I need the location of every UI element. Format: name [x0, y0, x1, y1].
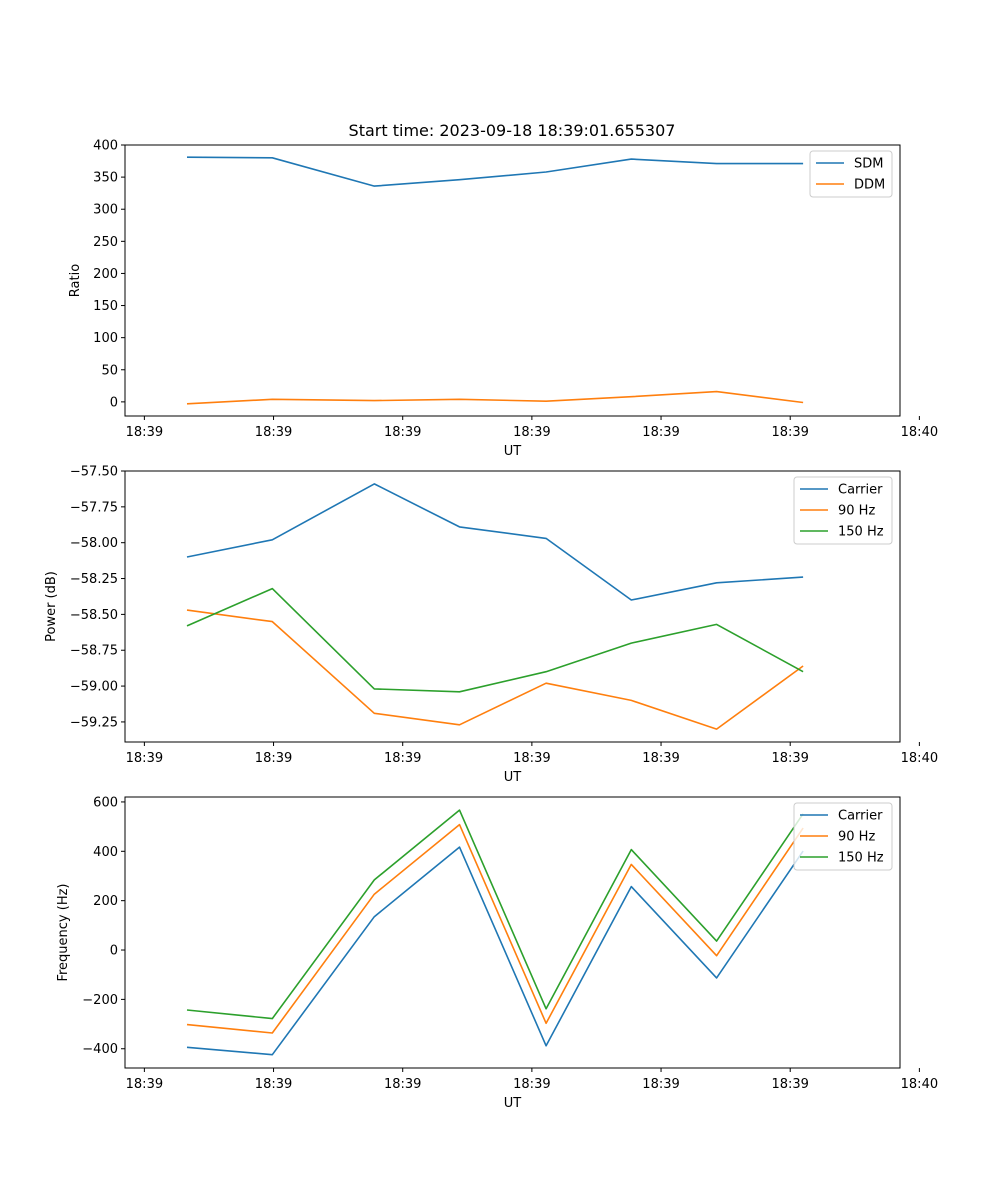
y-tick-label: 350 — [93, 171, 118, 186]
y-tick-label: −58.75 — [70, 644, 118, 659]
legend-label: Carrier — [838, 809, 883, 824]
x-tick-label: 18:39 — [384, 425, 421, 440]
power-series-90-hz-line — [186, 609, 804, 730]
frequency-series-carrier-line — [186, 846, 804, 1056]
y-tick-label: 400 — [93, 139, 118, 154]
x-tick-label: 18:39 — [126, 751, 163, 766]
y-tick-label: 50 — [101, 363, 118, 378]
legend-frame — [793, 476, 893, 545]
power-panel: 18:39 18:39 18:39 18:39 18:39 18:39 18:40 −57.5… — [44, 465, 938, 786]
x-tick-label: 18:40 — [901, 425, 938, 440]
x-tick-label: 18:39 — [771, 751, 808, 766]
x-tick-label: 18:39 — [513, 1077, 550, 1092]
x-tick-label: 18:39 — [642, 425, 679, 440]
ratio-series-ddm-line — [186, 390, 804, 405]
x-tick-label: 18:39 — [126, 1077, 163, 1092]
x-tick-label: 18:39 — [126, 425, 163, 440]
frequency-panel: 18:39 18:39 18:39 18:39 18:39 18:39 18:40 600 40… — [56, 795, 938, 1111]
figure-title: Start time: 2023-09-18 18:39:01.655307 — [349, 121, 676, 140]
y-tick-label: −200 — [82, 993, 118, 1008]
y-tick-label: −58.00 — [70, 536, 118, 551]
y-tick-label: 600 — [93, 795, 118, 810]
x-tick-label: 18:39 — [513, 425, 550, 440]
x-tick-label: 18:39 — [384, 1077, 421, 1092]
x-axis-label: UT — [504, 444, 522, 459]
y-axis-label: Ratio — [68, 264, 83, 297]
x-tick-label: 18:39 — [255, 751, 292, 766]
y-tick-label: 200 — [93, 267, 118, 282]
x-tick-label: 18:39 — [642, 1077, 679, 1092]
y-axis-label: Power (dB) — [44, 571, 59, 642]
frequency-series-90-hz-line — [186, 823, 804, 1034]
y-axis-label: Frequency (Hz) — [56, 883, 71, 981]
power-legend: Carrier 90 Hz 150 Hz — [793, 476, 893, 545]
y-tick-label: 100 — [93, 331, 118, 346]
power-series-150-hz-line — [186, 587, 804, 693]
legend-label: 90 Hz — [838, 504, 875, 519]
y-tick-label: 400 — [93, 845, 118, 860]
y-tick-label: −400 — [82, 1042, 118, 1057]
legend-label: Carrier — [838, 483, 883, 498]
y-tick-label: −57.75 — [70, 500, 118, 515]
ratio-series-sdm-line — [186, 156, 804, 187]
y-tick-label: −59.00 — [70, 680, 118, 695]
x-tick-label: 18:40 — [901, 1077, 938, 1092]
ratio-legend: SDM DDM — [809, 150, 893, 198]
frequency-legend: Carrier 90 Hz 150 Hz — [793, 802, 893, 871]
legend-label: 150 Hz — [838, 851, 884, 866]
power-axes-frame — [124, 470, 901, 743]
legend-label: SDM — [854, 157, 883, 172]
y-tick-label: 150 — [93, 299, 118, 314]
y-tick-label: 0 — [110, 944, 118, 959]
legend-label: 150 Hz — [838, 525, 884, 540]
x-tick-label: 18:39 — [642, 751, 679, 766]
legend-label: DDM — [854, 178, 885, 193]
power-series-carrier-line — [186, 483, 804, 601]
x-tick-label: 18:39 — [771, 1077, 808, 1092]
x-tick-label: 18:39 — [513, 751, 550, 766]
legend-frame — [793, 802, 893, 871]
x-tick-label: 18:40 — [901, 751, 938, 766]
y-tick-label: −57.50 — [70, 465, 118, 480]
y-tick-label: −59.25 — [70, 715, 118, 730]
y-tick-label: 200 — [93, 894, 118, 909]
y-tick-label: 250 — [93, 235, 118, 250]
x-tick-label: 18:39 — [384, 751, 421, 766]
ratio-panel: 18:39 18:39 18:39 18:39 18:39 18:39 18:40 0 50 10… — [68, 139, 938, 460]
frequency-series-150-hz-line — [186, 809, 804, 1020]
x-tick-label: 18:39 — [771, 425, 808, 440]
y-tick-label: 0 — [110, 395, 118, 410]
y-tick-label: −58.25 — [70, 572, 118, 587]
x-tick-label: 18:39 — [255, 425, 292, 440]
frequency-axes-frame — [124, 796, 901, 1069]
x-axis-label: UT — [504, 770, 522, 785]
y-tick-label: −58.50 — [70, 608, 118, 623]
y-tick-label: 300 — [93, 203, 118, 218]
x-axis-label: UT — [504, 1096, 522, 1111]
legend-label: 90 Hz — [838, 830, 875, 845]
ratio-axes-frame — [124, 144, 901, 417]
x-tick-label: 18:39 — [255, 1077, 292, 1092]
